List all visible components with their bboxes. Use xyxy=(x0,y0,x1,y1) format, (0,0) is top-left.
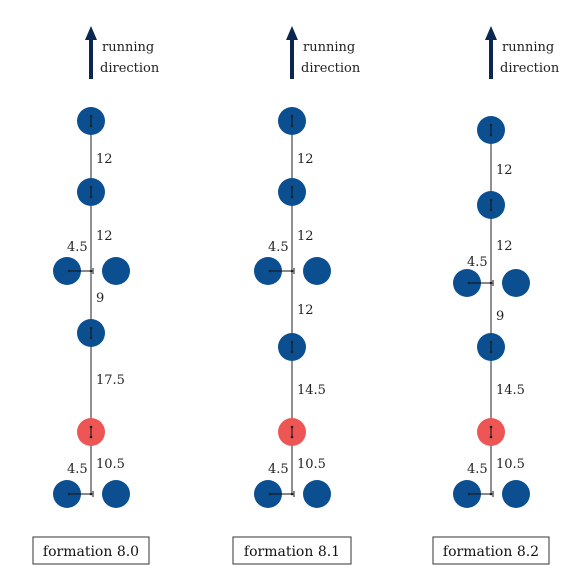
distance-label-1: 12 xyxy=(297,152,314,167)
lateral-label-bottom: 4.5 xyxy=(268,462,289,477)
arrow-head xyxy=(85,26,97,40)
distance-label-3: 9 xyxy=(496,309,504,324)
distance-label-2: 12 xyxy=(496,239,513,254)
runner-3-right xyxy=(102,257,130,285)
distance-label-1: 12 xyxy=(96,152,113,167)
running-direction-arrow xyxy=(286,26,298,79)
lateral-label-top: 4.5 xyxy=(67,240,88,255)
header-line-2: direction xyxy=(100,61,160,76)
header-line-1: running xyxy=(102,40,154,55)
runner-6-left xyxy=(53,480,81,508)
distance-label-4: 14.5 xyxy=(496,383,525,398)
formation-caption: formation 8.1 xyxy=(232,536,352,565)
formation-3: running direction 12 12 9 14.5 10.5 4.5 4.5 forma… xyxy=(432,26,560,565)
arrow-head xyxy=(286,26,298,40)
distance-label-5: 10.5 xyxy=(297,457,326,472)
distance-label-3: 9 xyxy=(96,291,104,306)
lateral-label-bottom: 4.5 xyxy=(467,462,488,477)
distance-label-3: 12 xyxy=(297,303,314,318)
header-line-1: running xyxy=(502,40,554,55)
lateral-label-top: 4.5 xyxy=(467,255,488,270)
runner-3-right xyxy=(502,269,530,297)
distance-label-4: 17.5 xyxy=(96,373,125,388)
running-direction-arrow xyxy=(485,26,497,79)
runner-3-left xyxy=(53,257,81,285)
runner-6-right xyxy=(102,480,130,508)
runner-6-right xyxy=(502,480,530,508)
runner-3-left xyxy=(254,257,282,285)
distance-label-5: 10.5 xyxy=(96,457,125,472)
distance-label-2: 12 xyxy=(297,229,314,244)
runner-3-left xyxy=(453,269,481,297)
caption-box xyxy=(432,536,550,565)
runner-3-right xyxy=(303,257,331,285)
formation-1: running direction 12 12 9 17.5 10.5 4.5 4.5 forma… xyxy=(32,26,160,565)
distance-label-4: 14.5 xyxy=(297,383,326,398)
distance-label-5: 10.5 xyxy=(496,457,525,472)
running-direction-arrow xyxy=(85,26,97,79)
arrow-head xyxy=(485,26,497,40)
runner-6-right xyxy=(303,480,331,508)
formation-caption: formation 8.2 xyxy=(432,536,550,565)
distance-label-2: 12 xyxy=(96,229,113,244)
lateral-label-top: 4.5 xyxy=(268,240,289,255)
distance-label-1: 12 xyxy=(496,163,513,178)
caption-box xyxy=(32,536,150,565)
formation-2: running direction 12 12 12 14.5 10.5 4.5 4.5 form… xyxy=(232,26,361,565)
caption-text: formation 8.1 xyxy=(244,544,340,560)
header-line-2: direction xyxy=(500,61,560,76)
lateral-label-bottom: 4.5 xyxy=(67,462,88,477)
runner-6-left xyxy=(254,480,282,508)
header-line-1: running xyxy=(303,40,355,55)
runner-6-left xyxy=(453,480,481,508)
caption-box xyxy=(232,536,352,565)
caption-text: formation 8.2 xyxy=(443,544,539,560)
caption-text: formation 8.0 xyxy=(43,544,139,560)
formation-caption: formation 8.0 xyxy=(32,536,150,565)
header-line-2: direction xyxy=(301,61,361,76)
